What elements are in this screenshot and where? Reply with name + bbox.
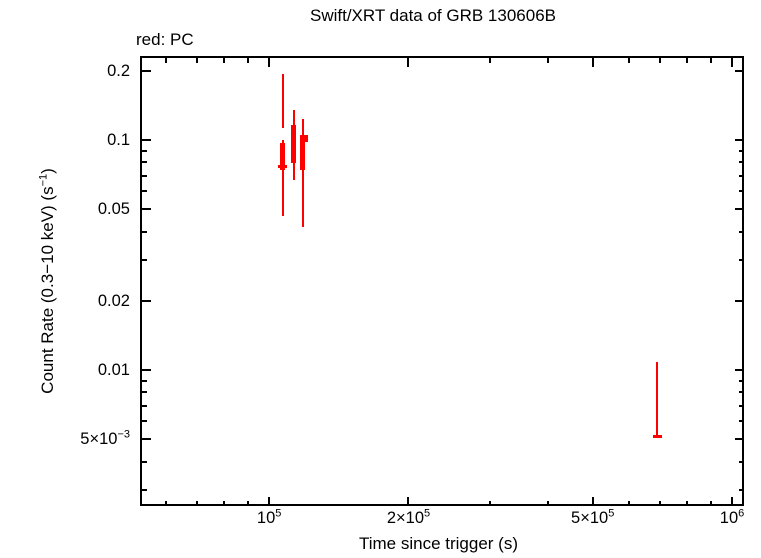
x-major-tick bbox=[268, 497, 271, 506]
x-tick-label: 2×105 bbox=[386, 507, 431, 527]
y-tick-label: 5×10−3 bbox=[80, 428, 130, 449]
y-minor-tick bbox=[142, 190, 147, 193]
y-minor-tick-right bbox=[739, 420, 744, 423]
legend-pc-label: red: PC bbox=[136, 30, 194, 49]
x-minor-tick-top bbox=[165, 58, 168, 63]
y-major-tick-right bbox=[735, 69, 744, 72]
x-minor-tick-top bbox=[246, 58, 249, 63]
y-tick-label: 0.05 bbox=[97, 200, 130, 219]
x-minor-tick bbox=[246, 501, 249, 506]
y-major-tick-right bbox=[735, 139, 744, 142]
y-minor-tick-right bbox=[739, 149, 744, 152]
y-major-tick-right bbox=[735, 438, 744, 441]
x-minor-tick bbox=[686, 501, 689, 506]
data-point-marker bbox=[300, 135, 306, 171]
plot-frame-right bbox=[742, 56, 744, 506]
x-minor-tick bbox=[489, 501, 491, 506]
data-point-errorbar bbox=[281, 140, 284, 217]
y-minor-tick-right bbox=[739, 489, 744, 492]
y-major-tick bbox=[142, 208, 151, 211]
y-major-tick bbox=[142, 299, 151, 302]
data-point-errorbar bbox=[281, 73, 284, 128]
y-minor-tick-right bbox=[739, 190, 744, 193]
x-major-tick-top bbox=[407, 58, 410, 67]
y-minor-tick bbox=[142, 460, 147, 463]
x-tick-label: 106 bbox=[719, 507, 745, 527]
y-minor-tick bbox=[142, 174, 147, 177]
y-minor-tick bbox=[142, 391, 147, 394]
y-major-tick bbox=[142, 438, 151, 441]
y-tick-label: 0.01 bbox=[97, 361, 130, 380]
y-minor-tick bbox=[142, 489, 147, 492]
x-minor-tick-top bbox=[686, 58, 689, 63]
y-minor-tick-right bbox=[739, 379, 744, 382]
x-axis-label: Time since trigger (s) bbox=[358, 534, 518, 553]
y-minor-tick-right bbox=[739, 391, 744, 394]
x-major-tick bbox=[407, 497, 410, 506]
y-major-tick-right bbox=[735, 369, 744, 372]
ylabel-superscript: −1 bbox=[37, 173, 50, 187]
plot-area bbox=[140, 56, 744, 506]
y-minor-tick-right bbox=[739, 259, 744, 262]
y-minor-tick bbox=[142, 379, 147, 382]
y-minor-tick-right bbox=[739, 404, 744, 407]
y-minor-tick bbox=[142, 420, 147, 423]
y-minor-tick-right bbox=[739, 230, 744, 233]
x-minor-tick bbox=[165, 501, 168, 506]
data-point-cap bbox=[278, 165, 288, 169]
y-minor-tick-right bbox=[739, 174, 744, 177]
x-minor-tick bbox=[546, 501, 549, 506]
y-minor-tick-right bbox=[739, 460, 744, 463]
plot-frame-top bbox=[140, 56, 744, 58]
data-point-marker bbox=[280, 143, 286, 171]
x-major-tick bbox=[591, 497, 594, 506]
x-minor-tick-top bbox=[709, 58, 712, 63]
y-major-tick bbox=[142, 369, 151, 372]
data-point-errorbar bbox=[301, 119, 304, 227]
y-tick-label: 0.02 bbox=[97, 291, 130, 310]
x-tick-label: 105 bbox=[256, 507, 282, 527]
y-minor-tick bbox=[142, 404, 147, 407]
x-minor-tick-top bbox=[659, 58, 662, 63]
x-major-tick bbox=[731, 497, 734, 506]
x-tick-label: 5×105 bbox=[571, 507, 615, 527]
x-minor-tick bbox=[196, 501, 199, 506]
x-minor-tick bbox=[659, 501, 662, 506]
x-minor-tick-top bbox=[223, 58, 226, 63]
y-minor-tick bbox=[142, 230, 147, 233]
y-minor-tick-right bbox=[739, 161, 744, 164]
data-point-errorbar bbox=[656, 362, 659, 439]
x-minor-tick-top bbox=[196, 58, 199, 63]
plot-frame-left bbox=[140, 56, 142, 506]
y-major-tick bbox=[142, 69, 151, 72]
x-minor-tick bbox=[709, 501, 712, 506]
y-minor-tick bbox=[142, 259, 147, 262]
x-minor-tick-top bbox=[546, 58, 549, 63]
x-major-tick-top bbox=[591, 58, 594, 67]
data-point-marker bbox=[291, 125, 297, 164]
y-tick-label: 0.2 bbox=[107, 61, 130, 80]
chart-title: Swift/XRT data of GRB 130606B bbox=[309, 6, 556, 25]
plot-frame-bottom bbox=[140, 504, 744, 506]
x-minor-tick bbox=[223, 501, 226, 506]
y-minor-tick bbox=[142, 149, 147, 152]
data-point-cap bbox=[652, 435, 662, 439]
x-minor-tick-top bbox=[489, 58, 491, 63]
y-tick-label: 0.1 bbox=[107, 131, 130, 150]
x-major-tick-top bbox=[731, 58, 734, 67]
y-major-tick-right bbox=[735, 299, 744, 302]
data-point-marker bbox=[303, 135, 309, 142]
y-major-tick bbox=[142, 139, 151, 142]
x-minor-tick-top bbox=[628, 58, 631, 63]
y-minor-tick bbox=[142, 161, 147, 164]
x-minor-tick bbox=[628, 501, 631, 506]
x-major-tick-top bbox=[268, 58, 271, 67]
y-major-tick-right bbox=[735, 208, 744, 211]
